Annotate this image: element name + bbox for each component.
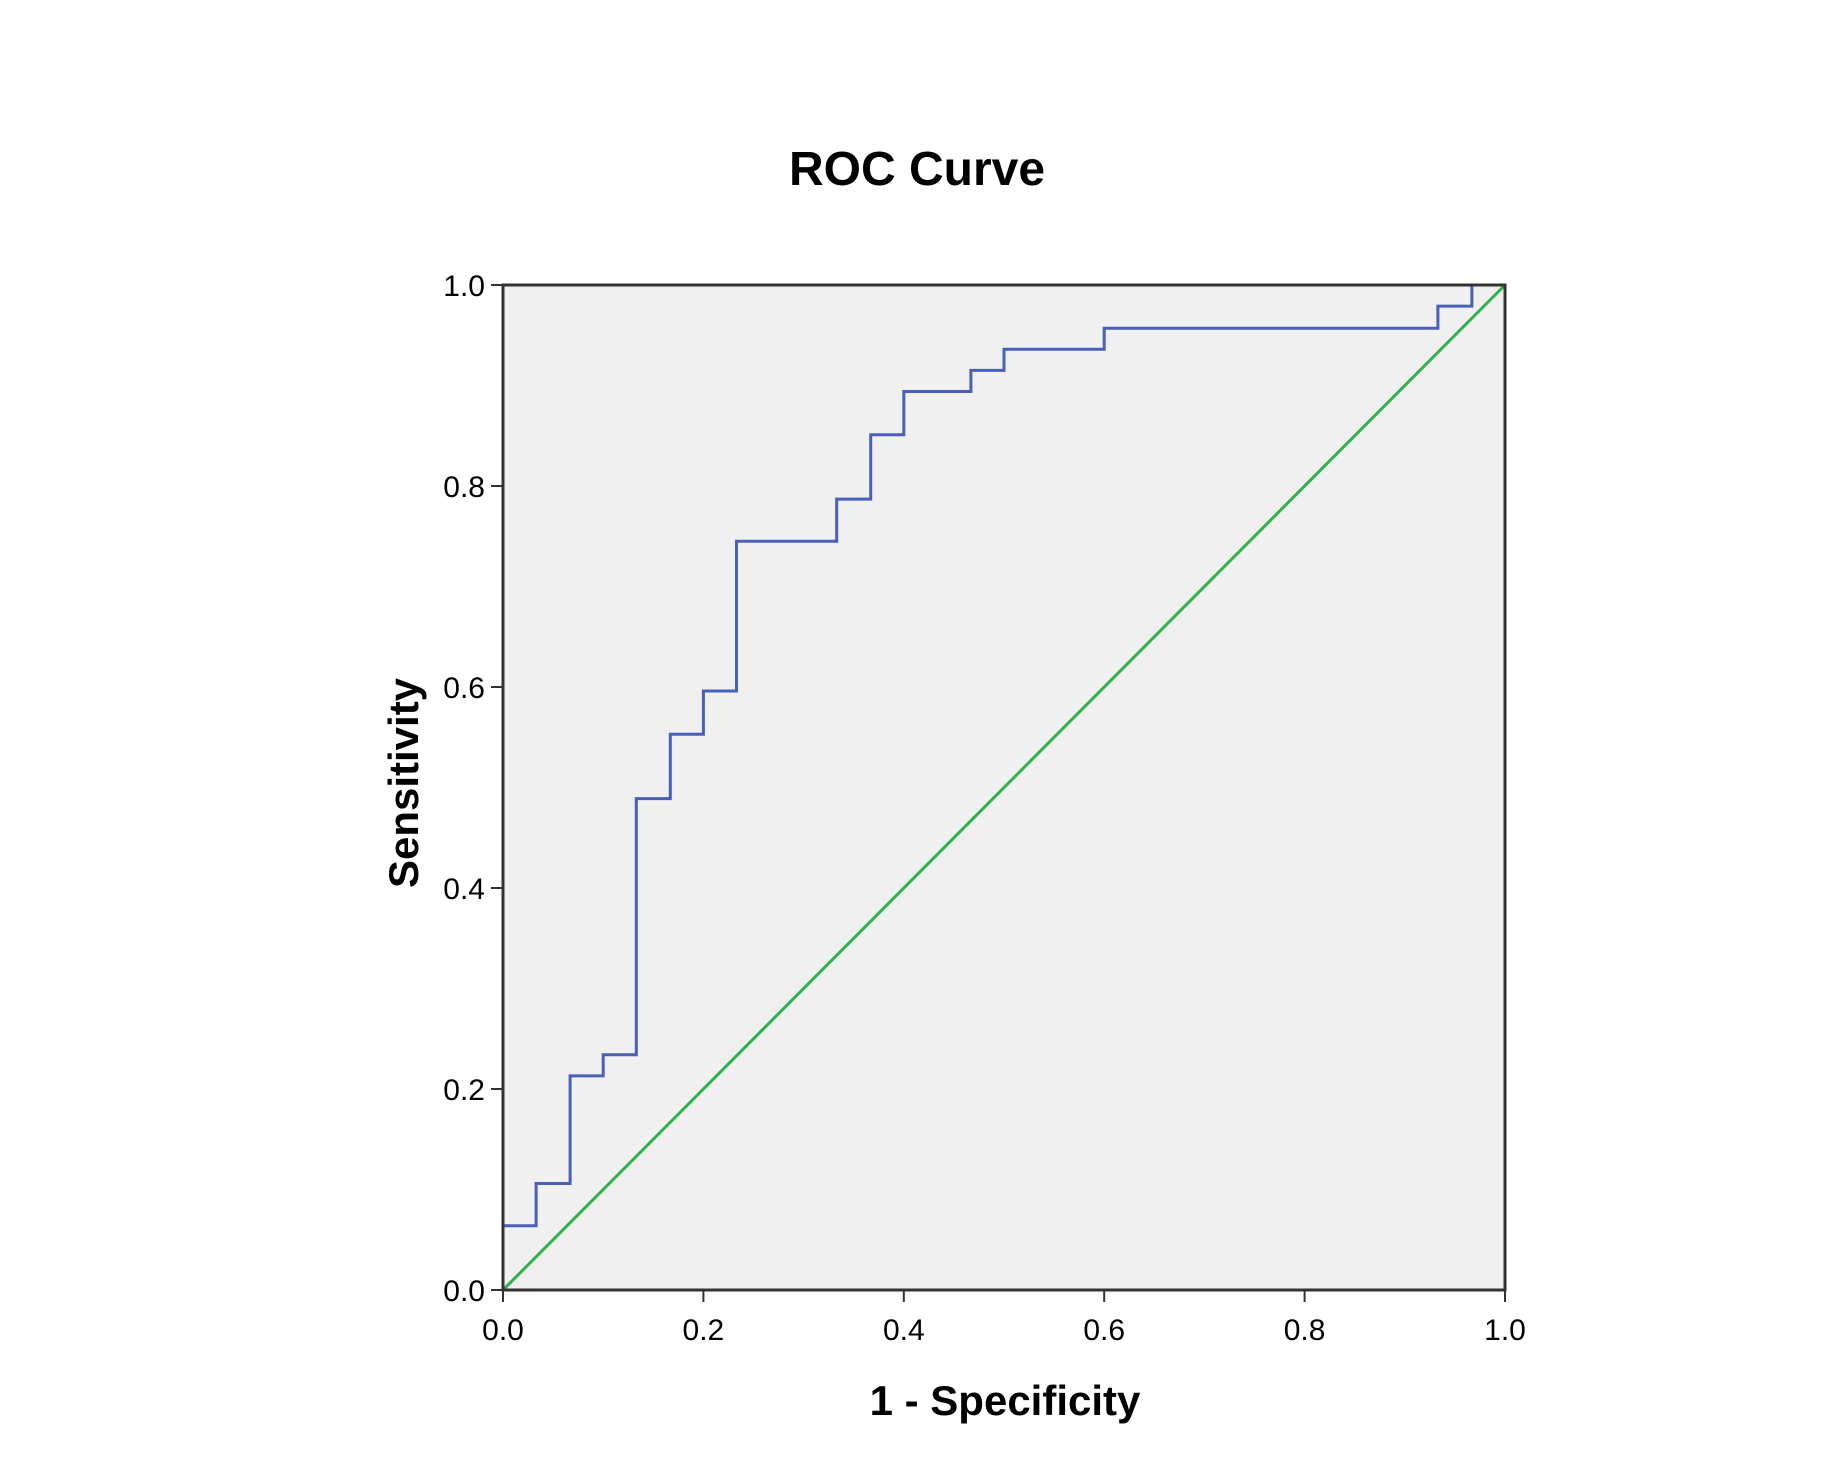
y-tick-label: 0.8 [443, 471, 485, 504]
y-axis-label: Sensitivity [380, 677, 427, 888]
y-tick-label: 0.4 [443, 873, 485, 906]
x-tick-label: 0.8 [1284, 1314, 1326, 1347]
x-tick-label: 0.0 [482, 1314, 524, 1347]
x-tick-label: 0.2 [683, 1314, 725, 1347]
x-axis: 0.0 0.2 0.4 0.6 0.8 1.0 [482, 1290, 1526, 1347]
y-tick-label: 0.2 [443, 1074, 485, 1107]
y-tick-label: 1.0 [443, 270, 485, 303]
roc-curve-line [501, 283, 1505, 1290]
y-tick-label: 0.6 [443, 672, 485, 705]
chart-title: ROC Curve [789, 143, 1045, 196]
y-tick-label: 0.0 [443, 1275, 485, 1308]
reference-diagonal-line [501, 283, 1507, 1292]
plot-frame [501, 283, 1507, 1292]
y-axis: 0.0 0.2 0.4 0.6 0.8 1.0 [443, 270, 503, 1308]
x-tick-label: 0.4 [883, 1314, 925, 1347]
x-tick-label: 0.6 [1083, 1314, 1125, 1347]
x-axis-label: 1 - Specificity [870, 1377, 1141, 1424]
x-tick-label: 1.0 [1484, 1314, 1526, 1347]
